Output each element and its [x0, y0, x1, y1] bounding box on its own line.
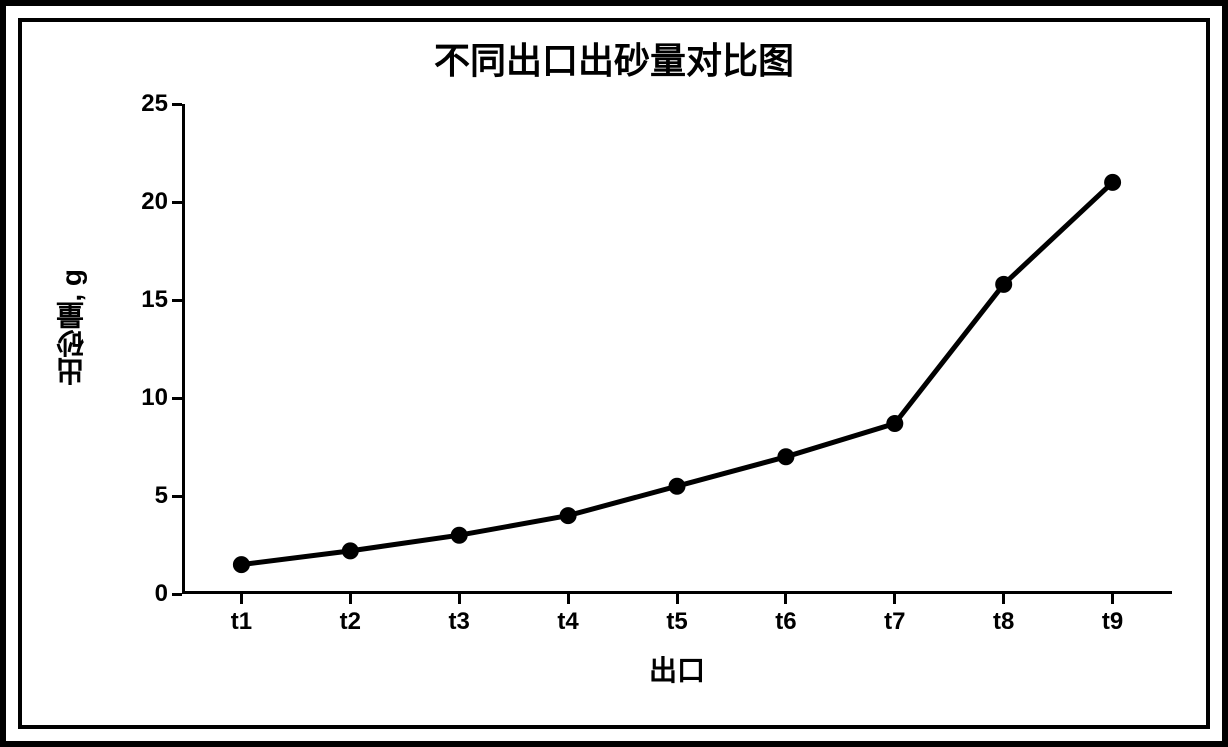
x-tick — [893, 594, 896, 604]
data-point — [778, 449, 794, 465]
x-tick-label: t3 — [449, 608, 470, 636]
x-tick — [784, 594, 787, 604]
y-tick-label: 15 — [141, 286, 168, 314]
data-point — [560, 508, 576, 524]
x-tick — [1002, 594, 1005, 604]
data-point — [887, 415, 903, 431]
y-tick — [172, 495, 182, 498]
y-tick — [172, 397, 182, 400]
x-tick-label: t1 — [231, 608, 252, 636]
y-axis-title: 出砂量, g — [52, 269, 92, 386]
y-tick — [172, 299, 182, 302]
x-tick — [676, 594, 679, 604]
y-tick-label: 5 — [155, 482, 168, 510]
chart-inner-frame: 不同出口出砂量对比图 出砂量, g 出口 0510152025t1t2t3t4t… — [18, 18, 1210, 729]
y-tick — [172, 103, 182, 106]
x-tick-label: t4 — [557, 608, 578, 636]
x-axis-title: 出口 — [649, 649, 705, 689]
line-series — [182, 104, 1172, 594]
data-point — [1105, 174, 1121, 190]
x-tick — [240, 594, 243, 604]
x-tick-label: t9 — [1102, 608, 1123, 636]
chart-title: 不同出口出砂量对比图 — [22, 32, 1206, 84]
x-tick — [567, 594, 570, 604]
data-point — [451, 527, 467, 543]
y-tick-label: 25 — [141, 90, 168, 118]
y-tick — [172, 201, 182, 204]
x-tick-label: t6 — [775, 608, 796, 636]
data-point — [996, 276, 1012, 292]
plot-area: 0510152025t1t2t3t4t5t6t7t8t9 — [182, 104, 1172, 594]
y-tick — [172, 593, 182, 596]
x-tick-label: t2 — [340, 608, 361, 636]
x-tick-label: t5 — [666, 608, 687, 636]
x-tick — [1111, 594, 1114, 604]
x-tick-label: t7 — [884, 608, 905, 636]
series-line — [241, 182, 1112, 564]
y-tick-label: 10 — [141, 384, 168, 412]
chart-outer-frame: 不同出口出砂量对比图 出砂量, g 出口 0510152025t1t2t3t4t… — [0, 0, 1228, 747]
y-tick-label: 0 — [155, 580, 168, 608]
data-point — [669, 478, 685, 494]
x-tick-label: t8 — [993, 608, 1014, 636]
y-tick-label: 20 — [141, 188, 168, 216]
x-tick — [349, 594, 352, 604]
x-tick — [458, 594, 461, 604]
data-point — [233, 557, 249, 573]
data-point — [342, 543, 358, 559]
